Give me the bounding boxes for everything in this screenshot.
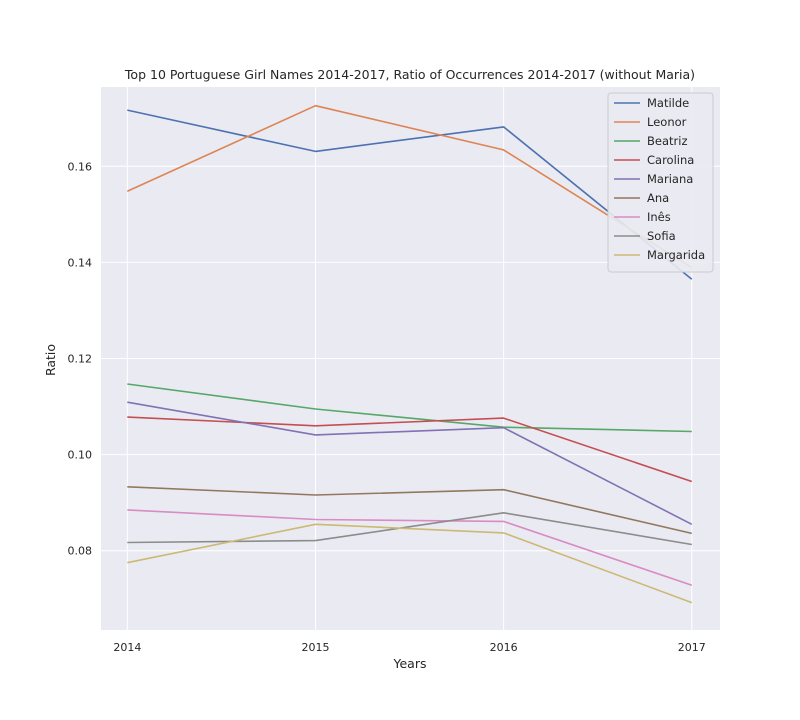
- legend-entry: Beatriz: [647, 134, 687, 148]
- x-tick-label: 2014: [113, 641, 141, 654]
- y-tick-label: 0.14: [68, 256, 93, 269]
- legend-entry: Leonor: [647, 115, 687, 129]
- x-tick-label: 2017: [678, 641, 706, 654]
- y-tick-label: 0.10: [68, 449, 93, 462]
- legend-entry: Matilde: [647, 96, 689, 110]
- legend-box: [607, 92, 714, 273]
- series-line-matilde: [127, 109, 693, 280]
- legend-entry: Carolina: [647, 153, 694, 167]
- y-axis-label: Ratio: [43, 344, 58, 376]
- series-line-sofia: [127, 511, 692, 546]
- series-line-beatriz: [127, 383, 692, 433]
- chart-title: Top 10 Portuguese Girl Names 2014-2017, …: [124, 67, 695, 82]
- y-tick-label: 0.16: [68, 160, 93, 173]
- legend-entry: Mariana: [647, 172, 693, 186]
- x-tick-label: 2015: [301, 641, 329, 654]
- series-line-carolina: [127, 416, 693, 483]
- legend-entry: Margarida: [647, 248, 705, 262]
- legend-entry: Ana: [647, 191, 669, 205]
- series-line-mariana: [127, 401, 693, 526]
- y-tick-label: 0.08: [68, 545, 93, 558]
- y-tick-label: 0.12: [68, 353, 93, 366]
- series-line-ana: [127, 486, 692, 535]
- series-line-margarida: [127, 523, 693, 604]
- series-line-leonor: [126, 104, 693, 269]
- x-tick-label: 2016: [490, 641, 518, 654]
- tick-labels: 2014 2015 2016 2017 0.08 0.10 0.12 0.14 0.16: [68, 160, 706, 654]
- series-lines: [126, 104, 693, 604]
- x-axis-label: Years: [393, 656, 427, 671]
- legend-entry: Sofia: [647, 229, 676, 243]
- legend: Matilde Leonor Beatriz Carolina Mariana Ana In…: [607, 92, 714, 273]
- legend-entry: Inês: [647, 210, 671, 224]
- series-line-ines: [127, 509, 693, 587]
